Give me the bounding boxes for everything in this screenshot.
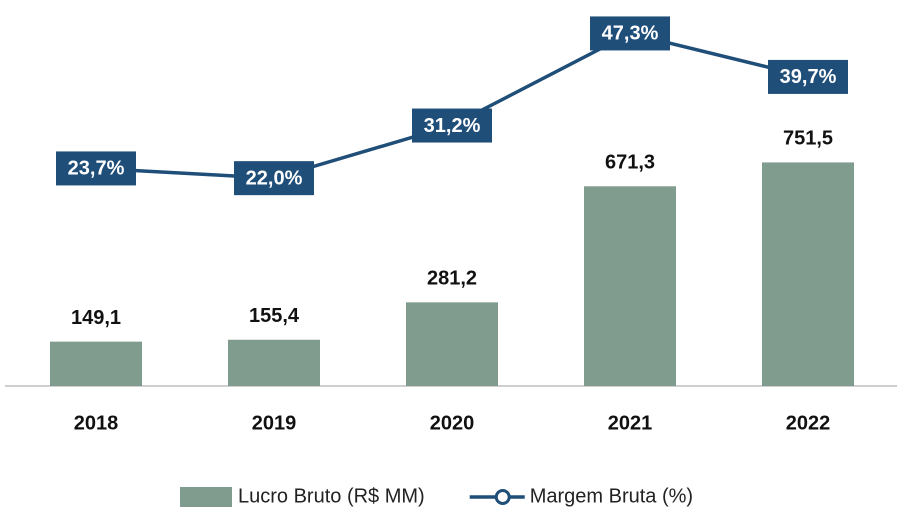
bar-value-label: 155,4 [249, 305, 300, 327]
bar-value-label: 751,5 [783, 128, 833, 150]
bar [584, 186, 676, 386]
bar [228, 339, 320, 386]
bar [762, 162, 854, 386]
bar-value-label: 671,3 [605, 152, 655, 174]
x-tick-label: 2019 [252, 412, 297, 434]
label-box [412, 108, 492, 143]
x-tick-label: 2020 [430, 412, 475, 434]
line-value-label: 23,7% [68, 158, 125, 180]
legend-marker [494, 489, 511, 505]
bar [50, 341, 142, 386]
label-box [234, 161, 314, 196]
x-tick-label: 2021 [608, 412, 653, 434]
legend-label: Margem Bruta (%) [530, 485, 693, 507]
line-value-label: 22,0% [246, 167, 303, 189]
x-tick-label: 2018 [74, 412, 119, 434]
bar-value-label: 281,2 [427, 268, 477, 290]
line-value-label: 31,2% [424, 115, 481, 137]
legend-swatch [180, 487, 232, 507]
label-box [590, 16, 670, 51]
label-box [56, 151, 136, 186]
legend-label: Lucro Bruto (R$ MM) [238, 485, 425, 507]
x-tick-label: 2022 [786, 412, 831, 434]
bar [406, 302, 498, 386]
label-box [768, 59, 848, 94]
line [95, 31, 809, 180]
line-value-label: 39,7% [780, 66, 837, 88]
line-value-label: 47,3% [602, 23, 659, 45]
bar-value-label: 149,1 [71, 307, 121, 329]
